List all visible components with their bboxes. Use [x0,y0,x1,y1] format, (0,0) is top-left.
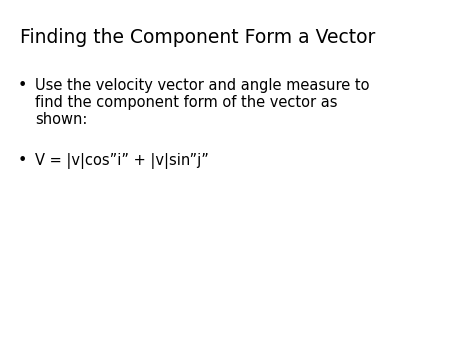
Text: find the component form of the vector as: find the component form of the vector as [35,95,338,110]
Text: V = |v|cos”i” + |v|sin”j”: V = |v|cos”i” + |v|sin”j” [35,153,209,169]
Text: Use the velocity vector and angle measure to: Use the velocity vector and angle measur… [35,78,369,93]
Text: shown:: shown: [35,112,87,127]
Text: •: • [18,78,27,93]
Text: •: • [18,153,27,168]
Text: Finding the Component Form a Vector: Finding the Component Form a Vector [20,28,375,47]
